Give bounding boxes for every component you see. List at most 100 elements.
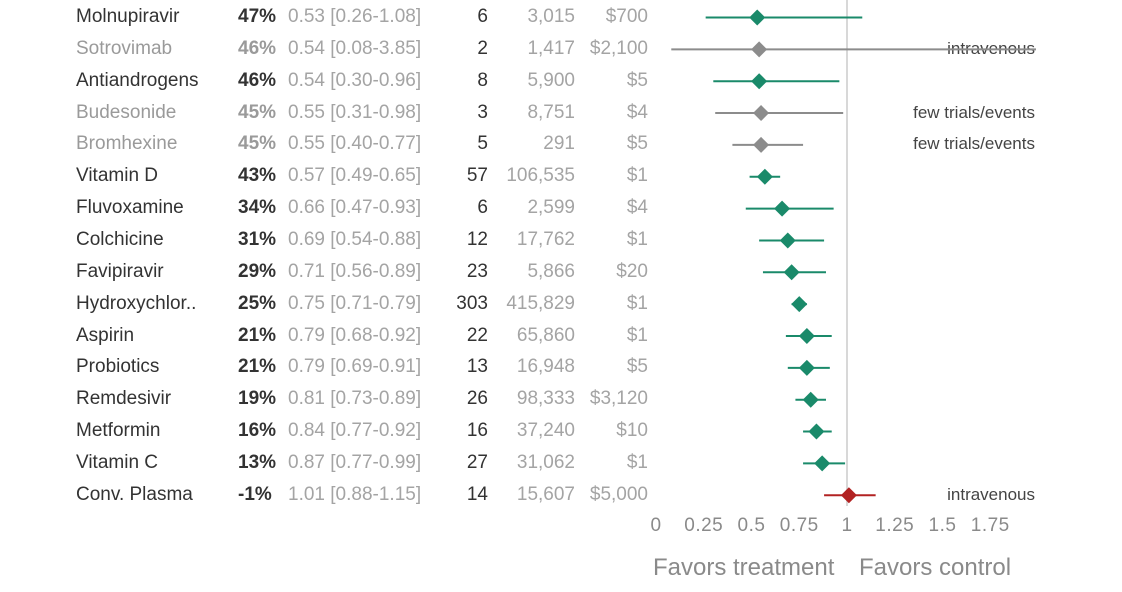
table-trials: 12 [466, 228, 488, 250]
table-cost: $1 [626, 228, 648, 250]
table-improvement: 45% [238, 133, 277, 155]
table-note: intravenous [947, 38, 1035, 58]
table-name: Vitamin D [76, 165, 159, 187]
table-trials: 57 [466, 165, 488, 187]
table-patients: 65,860 [516, 324, 575, 346]
table-patients: 415,829 [506, 292, 575, 314]
estimate-marker [774, 200, 791, 217]
estimate-marker [814, 455, 831, 472]
table-name: Sotrovimab [76, 37, 173, 59]
table-ci: 0.57 [0.49-0.65] [288, 165, 422, 187]
table-patients: 1,417 [527, 37, 575, 59]
table-name: Vitamin C [76, 451, 159, 473]
table-note: intravenous [947, 484, 1035, 504]
table-patients: 2,599 [527, 197, 575, 219]
table-row: Remdesivir 19% 0.81 [0.73-0.89] 26 98,333 $3,… [0, 383, 1122, 415]
table-patients: 37,240 [516, 420, 575, 442]
table-row: Conv. Plasma -1% 1.01 [0.88-1.15] 14 15,607 $… [0, 479, 1122, 511]
table-row: Hydroxychlor.. 25% 0.75 [0.71-0.79] 303 415,… [0, 288, 1122, 320]
estimate-marker [751, 41, 768, 58]
x-tick-label: 1 [841, 515, 853, 536]
table-row: Aspirin 21% 0.79 [0.68-0.92] 22 65,860 $1 [0, 320, 1122, 352]
table-trials: 22 [466, 324, 488, 346]
table-cost: $4 [626, 197, 648, 219]
estimate-marker [756, 168, 773, 185]
table-improvement: 34% [238, 197, 277, 219]
x-tick-label: 1.25 [875, 515, 915, 536]
table-row: Antiandrogens 46% 0.54 [0.30-0.96] 8 5,900 $5 [0, 65, 1122, 97]
table-improvement: 21% [238, 324, 277, 346]
table-improvement: 25% [238, 292, 277, 314]
table-cost: $3,120 [589, 388, 648, 410]
table-trials: 14 [466, 483, 488, 505]
table-cost: $1 [626, 451, 648, 473]
estimate-marker [783, 264, 800, 281]
table-cost: $2,100 [589, 37, 648, 59]
table-cost: $5 [626, 69, 648, 91]
table-trials: 3 [477, 101, 488, 123]
table-ci: 0.66 [0.47-0.93] [288, 197, 422, 219]
table-patients: 31,062 [516, 451, 575, 473]
table-patients: 106,535 [506, 165, 575, 187]
table-name: Aspirin [76, 324, 135, 346]
table-row: Colchicine 31% 0.69 [0.54-0.88] 12 17,762 $1 [0, 224, 1122, 256]
table-improvement: 43% [238, 165, 277, 187]
x-tick-label: 1.75 [970, 515, 1010, 536]
table-improvement: -1% [238, 483, 272, 505]
table-row: Fluvoxamine 34% 0.66 [0.47-0.93] 6 2,599 $4 [0, 192, 1122, 224]
favors-control-label: Favors control [859, 554, 1012, 581]
table-improvement: 16% [238, 420, 277, 442]
x-tick-label: 0.5 [737, 515, 766, 536]
table-improvement: 46% [238, 37, 277, 59]
table-trials: 13 [466, 356, 488, 378]
table-row: Bromhexine 45% 0.55 [0.40-0.77] 5 291 $5 few t… [0, 128, 1122, 160]
table-ci: 0.81 [0.73-0.89] [288, 388, 422, 410]
table-patients: 17,762 [516, 228, 575, 250]
table-cost: $5 [626, 356, 648, 378]
table-ci: 0.75 [0.71-0.79] [288, 292, 422, 314]
table-row: Favipiravir 29% 0.71 [0.56-0.89] 23 5,866 $20 [0, 256, 1122, 288]
table-patients: 291 [543, 133, 575, 155]
estimate-marker [798, 328, 815, 344]
table-improvement: 45% [238, 101, 277, 123]
favors-treatment-label: Favors treatment [653, 554, 835, 581]
table-ci: 0.79 [0.69-0.91] [288, 356, 422, 378]
table-name: Budesonide [76, 101, 177, 123]
table-cost: $20 [616, 260, 648, 282]
table-patients: 98,333 [516, 388, 575, 410]
table-cost: $700 [605, 6, 648, 27]
table-patients: 5,900 [527, 69, 575, 91]
table-trials: 303 [456, 292, 488, 314]
table-ci: 0.55 [0.40-0.77] [288, 133, 422, 155]
table-name: Fluvoxamine [76, 197, 184, 219]
table-ci: 0.54 [0.08-3.85] [288, 37, 422, 59]
table-row: Sotrovimab 46% 0.54 [0.08-3.85] 2 1,417 $2,10… [0, 33, 1122, 65]
estimate-marker [751, 73, 768, 90]
table-patients: 15,607 [516, 483, 575, 505]
table-ci: 0.87 [0.77-0.99] [288, 451, 422, 473]
table-ci: 0.53 [0.26-1.08] [288, 6, 422, 27]
table-improvement: 47% [238, 6, 277, 27]
table-name: Favipiravir [76, 260, 164, 282]
table-row: Molnupiravir 47% 0.53 [0.26-1.08] 6 3,015 $70… [0, 1, 1122, 33]
table-name: Hydroxychlor.. [76, 292, 197, 314]
table-improvement: 29% [238, 260, 277, 282]
estimate-marker [749, 9, 766, 26]
table-patients: 8,751 [527, 101, 575, 123]
table-row: Vitamin C 13% 0.87 [0.77-0.99] 27 31,062 $1 [0, 447, 1122, 479]
table-improvement: 19% [238, 388, 277, 410]
x-tick-label: 1.5 [928, 515, 957, 536]
table-improvement: 21% [238, 356, 277, 378]
table-row: Budesonide 45% 0.55 [0.31-0.98] 3 8,751 $4 few… [0, 97, 1122, 129]
table-name: Antiandrogens [76, 69, 199, 91]
table-ci: 0.79 [0.68-0.92] [288, 324, 422, 346]
table-ci: 1.01 [0.88-1.15] [288, 483, 422, 505]
table-name: Remdesivir [76, 388, 172, 410]
table-ci: 0.84 [0.77-0.92] [288, 420, 422, 442]
estimate-marker [802, 391, 819, 408]
estimate-marker [753, 105, 770, 122]
table-ci: 0.54 [0.30-0.96] [288, 69, 422, 91]
table-ci: 0.55 [0.31-0.98] [288, 101, 422, 123]
estimate-marker [779, 232, 796, 249]
